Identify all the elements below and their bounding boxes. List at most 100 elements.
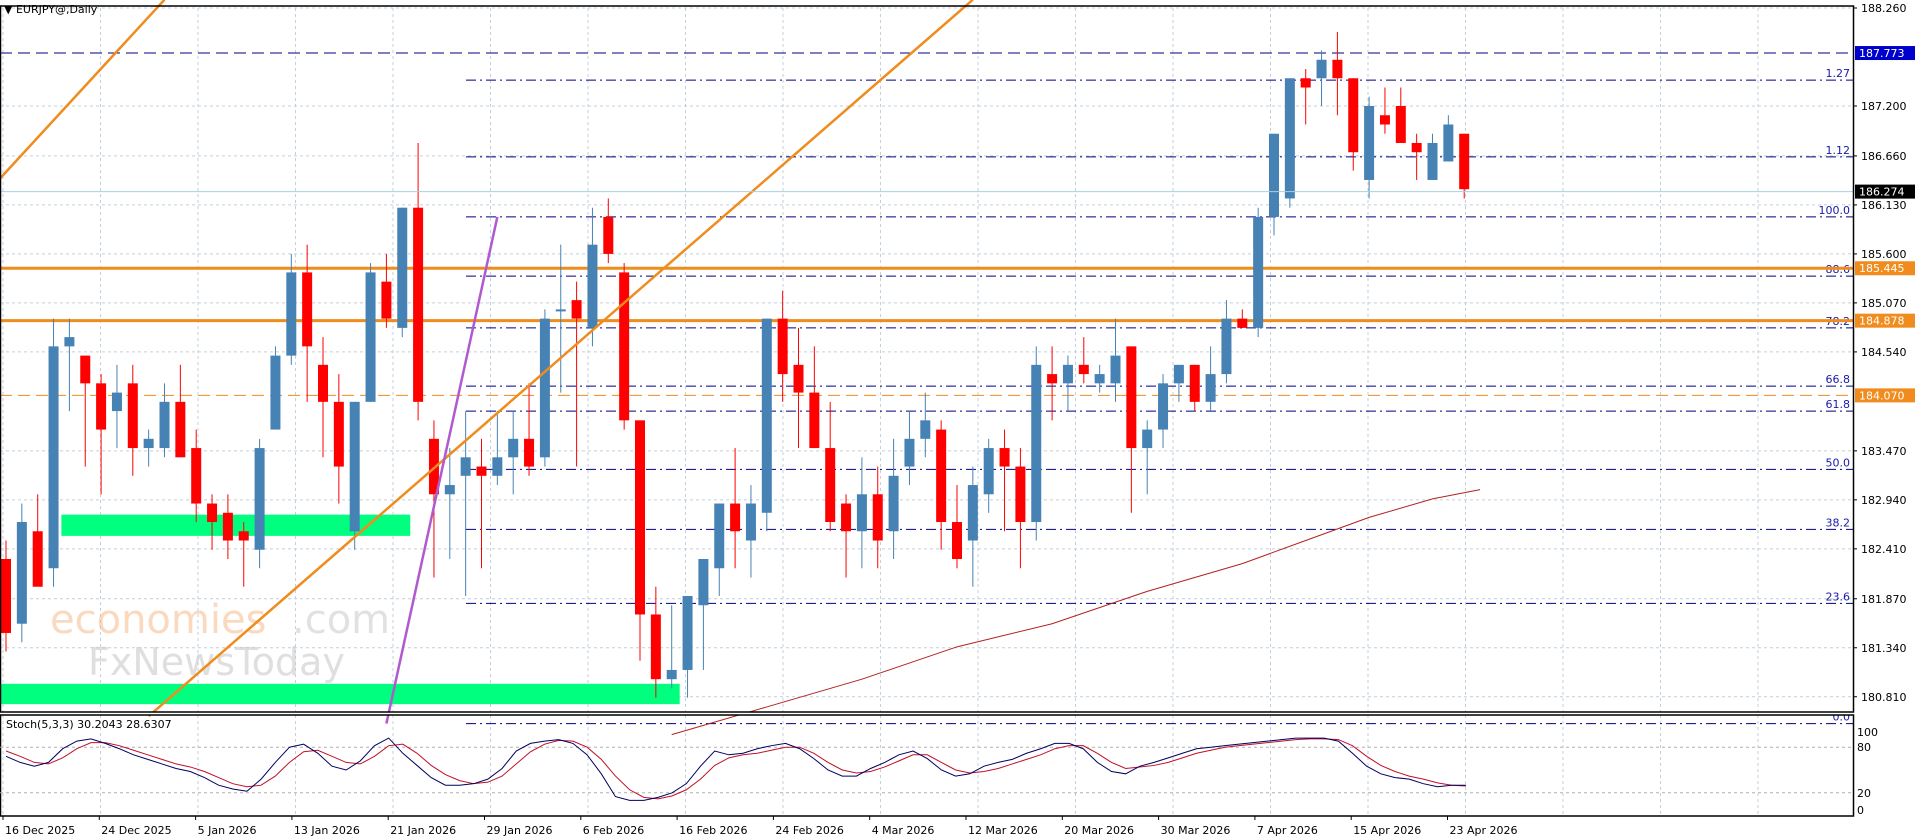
candle-body[interactable]: [1205, 374, 1216, 402]
candle-body[interactable]: [1300, 78, 1311, 88]
candle-body[interactable]: [952, 522, 962, 560]
candle-body[interactable]: [730, 503, 741, 532]
candle-body[interactable]: [1395, 105, 1406, 143]
candle-body[interactable]: [175, 401, 186, 458]
candle-body[interactable]: [1348, 78, 1359, 153]
candle-body[interactable]: [238, 531, 249, 541]
candle-body[interactable]: [1142, 429, 1153, 449]
candle-body[interactable]: [761, 318, 772, 513]
candle-body[interactable]: [825, 448, 836, 523]
candle-body[interactable]: [539, 318, 550, 458]
candle-body[interactable]: [254, 448, 265, 550]
candle-body[interactable]: [32, 531, 43, 587]
candle-body[interactable]: [1269, 133, 1279, 217]
candle-body[interactable]: [1284, 78, 1295, 199]
candle-body[interactable]: [1173, 364, 1184, 384]
candle-body[interactable]: [1237, 318, 1248, 328]
candle-body[interactable]: [1459, 133, 1470, 190]
trendline[interactable]: [385, 216, 499, 724]
candle-body[interactable]: [1062, 364, 1073, 384]
candle-body[interactable]: [508, 438, 519, 458]
candle-body[interactable]: [444, 485, 455, 495]
candle-body[interactable]: [872, 494, 883, 541]
candle-body[interactable]: [793, 364, 804, 393]
candle-body[interactable]: [1126, 346, 1137, 449]
candle-body[interactable]: [1364, 105, 1375, 180]
chart-title[interactable]: ▼ EURJPY@,Daily: [4, 3, 97, 16]
candle-body[interactable]: [127, 383, 138, 449]
candle-body[interactable]: [413, 207, 424, 402]
candle-body[interactable]: [714, 503, 725, 569]
candle-body[interactable]: [48, 346, 59, 569]
candle-body[interactable]: [920, 420, 931, 439]
trendline[interactable]: [147, 0, 974, 718]
candle-body[interactable]: [1110, 355, 1121, 384]
candle-body[interactable]: [698, 559, 709, 606]
candle-body[interactable]: [1078, 364, 1089, 375]
candle-body[interactable]: [841, 503, 852, 532]
candle-body[interactable]: [603, 216, 614, 254]
candle-body[interactable]: [856, 494, 867, 532]
candle-body[interactable]: [1047, 374, 1058, 384]
candle-body[interactable]: [80, 355, 91, 384]
candle-body[interactable]: [286, 272, 297, 356]
candle-body[interactable]: [936, 429, 947, 523]
candle-body[interactable]: [365, 272, 376, 402]
candle-body[interactable]: [745, 503, 756, 541]
candle-body[interactable]: [571, 300, 582, 319]
candle-body[interactable]: [1221, 318, 1232, 375]
candle-body[interactable]: [349, 401, 360, 532]
triangle-down-icon[interactable]: ▼: [4, 3, 13, 16]
candle-body[interactable]: [1253, 216, 1264, 328]
candle-body[interactable]: [666, 669, 677, 680]
candle-body[interactable]: [16, 522, 27, 624]
candle-body[interactable]: [635, 420, 645, 615]
candle-body[interactable]: [143, 438, 154, 449]
candle-body[interactable]: [96, 383, 107, 430]
candle-body[interactable]: [270, 355, 281, 430]
candle-body[interactable]: [777, 318, 788, 375]
candle-body[interactable]: [1015, 466, 1026, 523]
candle-body[interactable]: [1, 559, 11, 633]
candle-body[interactable]: [1332, 59, 1343, 79]
candle-body[interactable]: [1189, 364, 1200, 402]
candle-body[interactable]: [983, 448, 994, 495]
candle-body[interactable]: [1316, 59, 1327, 79]
candle-body[interactable]: [1379, 115, 1390, 125]
candle-body[interactable]: [460, 457, 471, 476]
candle-body[interactable]: [999, 448, 1010, 467]
candle-body[interactable]: [381, 281, 392, 319]
candle-body[interactable]: [650, 614, 661, 680]
candle-body[interactable]: [318, 364, 328, 402]
candle-body[interactable]: [682, 595, 693, 670]
candle-body[interactable]: [555, 309, 566, 312]
candle-body[interactable]: [1094, 374, 1105, 384]
candle-body[interactable]: [492, 457, 503, 476]
candle-body[interactable]: [888, 475, 899, 532]
candle-body[interactable]: [619, 272, 630, 421]
candle-body[interactable]: [1443, 124, 1454, 162]
date-label: 12 Mar 2026: [968, 824, 1038, 837]
candle-body[interactable]: [159, 401, 170, 449]
candle-body[interactable]: [302, 272, 313, 347]
candle-body[interactable]: [191, 448, 202, 504]
candle-body[interactable]: [397, 207, 408, 328]
candle-body[interactable]: [809, 392, 820, 449]
candle-body[interactable]: [904, 438, 915, 467]
candle-body[interactable]: [476, 466, 487, 476]
candle-body[interactable]: [1411, 142, 1422, 153]
candle-body[interactable]: [111, 392, 122, 412]
candle-body[interactable]: [524, 438, 535, 467]
candle-body[interactable]: [64, 337, 75, 347]
candle-body[interactable]: [967, 485, 978, 541]
candle-body[interactable]: [222, 512, 233, 541]
candle-body[interactable]: [1031, 364, 1042, 523]
candle-body[interactable]: [207, 503, 218, 523]
candle-body[interactable]: [1158, 383, 1169, 430]
candle-body[interactable]: [333, 401, 344, 467]
candle-body[interactable]: [1427, 142, 1438, 180]
candle-body[interactable]: [587, 244, 598, 328]
price-marker-label: 187.773: [1859, 47, 1905, 60]
trendline[interactable]: [0, 0, 166, 189]
